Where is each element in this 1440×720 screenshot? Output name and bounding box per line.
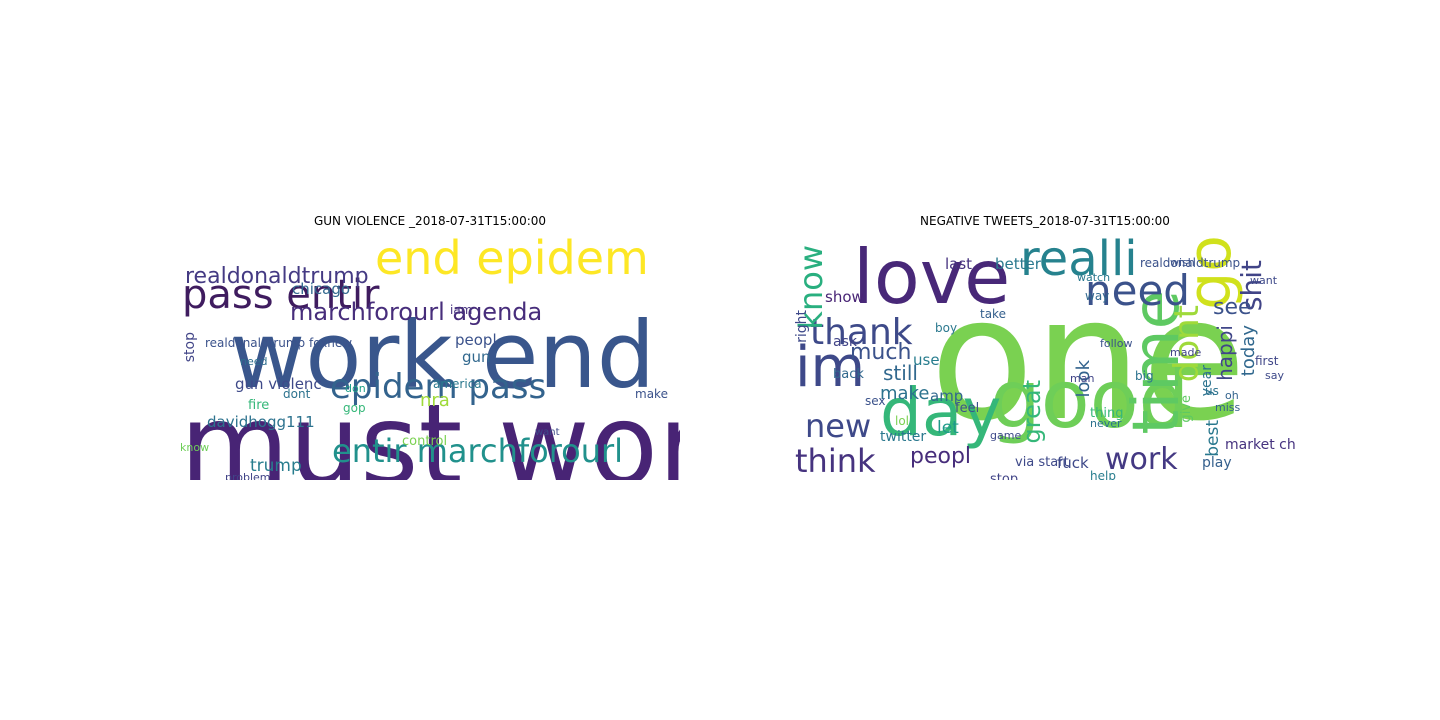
gun-violence-word: trump [250, 456, 302, 476]
gun-violence-word: end epidem [375, 231, 649, 285]
negative-tweets-word: show [825, 288, 864, 306]
negative-tweets-word: game [990, 429, 1022, 442]
gun-violence-word: problem [225, 471, 271, 480]
negative-tweets-word: want [1250, 274, 1278, 287]
negative-tweets-word: best [1203, 420, 1223, 457]
gun-violence-panel: GUN VIOLENCE _2018-07-31T15:00:00 must w… [180, 212, 680, 480]
gun-violence-word: want [535, 427, 560, 438]
negative-tweets-word: ask [833, 334, 857, 350]
negative-tweets-word: last [945, 255, 973, 273]
negative-tweets-word: back [833, 367, 864, 382]
gun-violence-word: know [180, 441, 210, 454]
negative-tweets-word: one [930, 261, 1247, 459]
gun-violence-word: gop [343, 401, 366, 415]
gun-violence-word: pass entir [182, 272, 380, 318]
gun-violence-word: don [345, 382, 366, 395]
negative-tweets-word: boy [935, 321, 958, 335]
negative-tweets-word: way [1085, 289, 1110, 303]
negative-tweets-word: lol [895, 414, 910, 428]
negative-tweets-title: NEGATIVE TWEETS_2018-07-31T15:00:00 [920, 214, 1170, 228]
gun-violence-word: peopl [455, 331, 497, 349]
negative-tweets-word: give [1179, 395, 1194, 423]
negative-tweets-word: miss [1215, 401, 1241, 414]
negative-tweets-word: think [795, 442, 876, 480]
negative-tweets-word: work [1105, 442, 1178, 477]
gun-violence-word: epidem pass [330, 367, 547, 407]
gun-violence-word: control [402, 434, 448, 449]
negative-tweets-word: oh [1225, 389, 1239, 402]
negative-tweets-word: realdonaldtrump [1140, 256, 1241, 270]
negative-tweets-word: say [1265, 369, 1284, 382]
negative-tweets-word: man [1070, 372, 1095, 385]
gun-violence-word: america [433, 377, 482, 391]
gun-violence-word: davidhogg111 [207, 413, 315, 431]
gun-violence-word: gun violenc [235, 375, 322, 393]
gun-violence-word: realdonaldtrump [185, 264, 369, 289]
gun-violence-word: entir marchforourl [332, 432, 624, 470]
negative-tweets-word: great [1018, 380, 1046, 444]
negative-tweets-word: good [990, 353, 1190, 446]
gun-violence-word: marchforourl agenda [290, 298, 543, 326]
negative-tweets-word: peopl [910, 444, 972, 469]
negative-tweets-word: feel [955, 401, 980, 416]
negative-tweets-word: let [937, 418, 959, 438]
negative-tweets-word: big [1135, 369, 1154, 383]
negative-tweets-word: amp [930, 387, 964, 405]
negative-tweets-word: new [805, 407, 872, 445]
gun-violence-word: nra [420, 390, 450, 411]
gun-violence-word: make [635, 387, 668, 401]
negative-tweets-word: still [883, 361, 918, 385]
negative-tweets-word: market check [1225, 437, 1295, 453]
negative-tweets-word: watch [1077, 271, 1111, 284]
negative-tweets-word: fuck [1057, 454, 1089, 472]
negative-tweets-word: sex [865, 394, 886, 408]
negative-tweets-word: right [795, 310, 810, 343]
negative-tweets-word: help [1090, 469, 1116, 480]
negative-tweets-word: thank [810, 312, 913, 353]
negative-tweets-word: day [880, 374, 1002, 451]
negative-tweets-word: play [1202, 455, 1232, 471]
negative-tweets-word: need [1085, 266, 1190, 315]
negative-tweets-word: much [850, 340, 912, 365]
gun-violence-word: stop [182, 332, 198, 363]
negative-tweets-word: today [1238, 325, 1259, 377]
gun-violence-word: need [240, 355, 268, 368]
negative-tweets-word-cloud: one love good day time go im realli need thank kno… [795, 230, 1295, 480]
negative-tweets-word: realli [1020, 231, 1138, 287]
negative-tweets-word: use [913, 351, 940, 369]
negative-tweets-word: take [980, 307, 1006, 321]
negative-tweets-word: twitter [880, 429, 927, 445]
gun-violence-word: iam [450, 303, 473, 317]
negative-tweets-word: im [795, 335, 866, 400]
negative-tweets-word: first [1255, 354, 1279, 368]
negative-tweets-word: never [1090, 417, 1122, 430]
gun-violence-word: chicago [292, 280, 351, 298]
negative-tweets-word: thing [1090, 406, 1124, 421]
negative-tweets-word: follow [1100, 337, 1133, 350]
negative-tweets-word: happi [1213, 325, 1237, 381]
negative-tweets-word: via start [1015, 455, 1069, 470]
negative-tweets-word: us [1205, 384, 1219, 398]
gun-violence-title: GUN VIOLENCE _2018-07-31T15:00:00 [313, 214, 547, 228]
negative-tweets-word: love [853, 233, 1011, 321]
negative-tweets-word: wish [1170, 256, 1195, 269]
gun-violence-word: realdonaldtrump foxnew [205, 336, 353, 350]
gun-violence-word: fire [248, 398, 270, 413]
negative-tweets-word: see [1213, 295, 1252, 320]
negative-tweets-word: make [880, 383, 930, 404]
gun-violence-word: work end [230, 302, 656, 409]
negative-tweets-word: stop [990, 472, 1019, 480]
negative-tweets-word: made [1170, 346, 1202, 359]
gun-violence-word: gun [462, 348, 491, 366]
negative-tweets-word: better [995, 255, 1041, 273]
gun-violence-word: dont [283, 387, 311, 401]
gun-violence-word: must work [180, 381, 680, 480]
negative-tweets-panel: NEGATIVE TWEETS_2018-07-31T15:00:00 one l… [795, 212, 1295, 480]
